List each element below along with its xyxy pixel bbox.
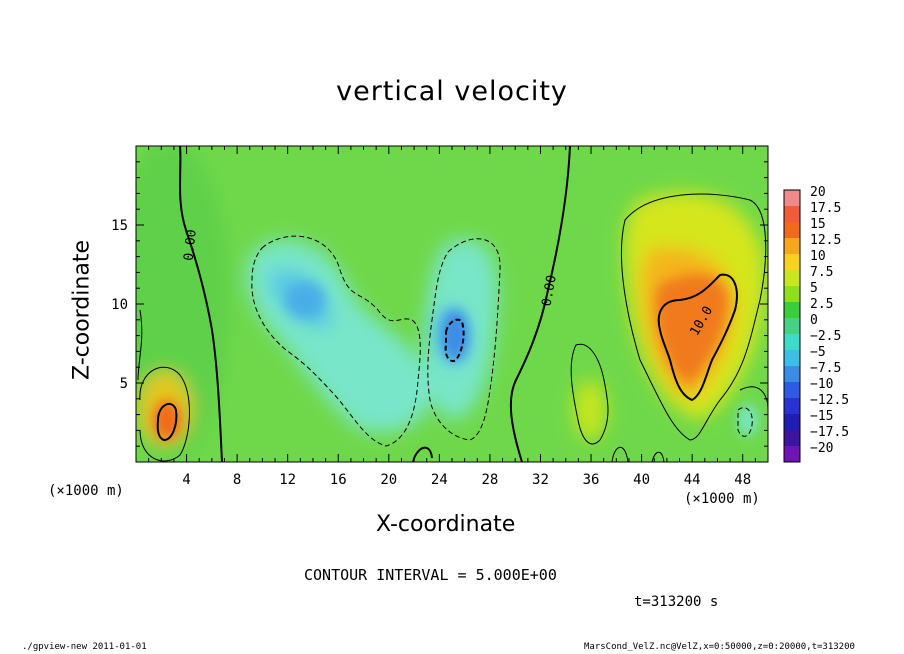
- colorbar-swatch: [784, 414, 800, 431]
- colorbar-swatch: [784, 302, 800, 319]
- colorbar-label: −7.5: [810, 361, 841, 376]
- colorbar-swatch: [784, 318, 800, 335]
- x-tick-label: 20: [380, 472, 397, 488]
- x-axis: 4 8 12 16 20 24 28 32 36 40 44 48: [148, 146, 756, 488]
- colorbar: 2017.51512.5107.552.50−2.5−5−7.5−10−12.5…: [783, 185, 849, 463]
- colorbar-label: 0: [810, 313, 818, 328]
- colorbar-label: 10: [810, 249, 826, 264]
- colorbar-label: 17.5: [810, 201, 841, 216]
- y-axis: 5 10 15: [111, 161, 768, 447]
- colorbar-label: −10: [810, 377, 833, 392]
- colorbar-swatch: [784, 190, 800, 207]
- positive-contour-small-left: [139, 366, 190, 462]
- x-tick-label: 40: [633, 472, 650, 488]
- colorbar-label: −20: [810, 441, 833, 456]
- colorbar-swatch: [784, 206, 800, 223]
- colorbar-swatch: [784, 382, 800, 399]
- colorbar-label: 5: [810, 281, 818, 296]
- colorbar-swatch: [784, 254, 800, 271]
- colorbar-swatch: [784, 238, 800, 255]
- ten-contour-left: [156, 402, 178, 442]
- x-tick-label: 12: [279, 472, 296, 488]
- x-tick-label: 44: [684, 472, 701, 488]
- colorbar-swatch: [784, 270, 800, 287]
- y-tick-label: 15: [111, 218, 128, 234]
- colorbar-swatch: [784, 366, 800, 383]
- x-tick-label: 24: [431, 472, 448, 488]
- colorbar-label: 7.5: [810, 265, 833, 280]
- contour-lines: [137, 146, 768, 462]
- colorbar-label: −2.5: [810, 329, 841, 344]
- positive-contour-right: [620, 193, 767, 441]
- x-unit-label-right: (×1000 m): [684, 491, 760, 507]
- colorbar-swatch: [784, 334, 800, 351]
- contour-label: 0.00: [182, 229, 200, 262]
- x-tick-label: 28: [481, 472, 498, 488]
- x-tick-label: 8: [233, 472, 241, 488]
- zero-contour-left: [179, 146, 223, 462]
- ten-contour-right: [657, 273, 738, 402]
- colorbar-label: 20: [810, 185, 826, 200]
- colorbar-swatch: [784, 446, 800, 463]
- colorbar-frame: [783, 189, 801, 463]
- colorbar-label: −15: [810, 409, 833, 424]
- colorbar-label: −17.5: [810, 425, 849, 440]
- negative-contour-left: [251, 235, 421, 447]
- colorbar-swatch: [784, 222, 800, 239]
- contour-interval-text: CONTOUR INTERVAL = 5.000E+00: [304, 566, 557, 584]
- time-stamp: t=313200 s: [634, 594, 719, 610]
- y-tick-label: 10: [111, 297, 128, 313]
- contour-label: 0.00: [540, 274, 560, 307]
- chart-title: vertical velocity: [336, 76, 568, 107]
- minus-ten-contour: [444, 318, 465, 362]
- colorbar-label: 12.5: [810, 233, 841, 248]
- x-tick-label: 36: [583, 472, 600, 488]
- footer-right: MarsCond_VelZ.nc@VelZ,x=0:50000,z=0:2000…: [584, 642, 855, 652]
- x-tick-label: 48: [734, 472, 751, 488]
- x-tick-label: 4: [182, 472, 190, 488]
- colorbar-label: −5: [810, 345, 826, 360]
- zero-contour-right: [509, 146, 571, 462]
- colorbar-swatch: [784, 350, 800, 367]
- x-unit-label-left: (×1000 m): [48, 483, 124, 499]
- colorbar-swatch: [784, 398, 800, 415]
- x-tick-label: 32: [532, 472, 549, 488]
- negative-contour-right: [427, 238, 501, 441]
- negative-contours: [251, 235, 753, 447]
- colorbar-label: −12.5: [810, 393, 849, 408]
- colorbar-label: 2.5: [810, 297, 833, 312]
- colorbar-label: 15: [810, 217, 826, 232]
- x-axis-label: X-coordinate: [376, 512, 516, 537]
- footer-left: ./gpview-new 2011-01-01: [22, 642, 147, 652]
- x-tick-label: 16: [330, 472, 347, 488]
- colorbar-swatch: [784, 286, 800, 303]
- colorbar-swatch: [784, 430, 800, 447]
- y-tick-label: 5: [120, 376, 128, 392]
